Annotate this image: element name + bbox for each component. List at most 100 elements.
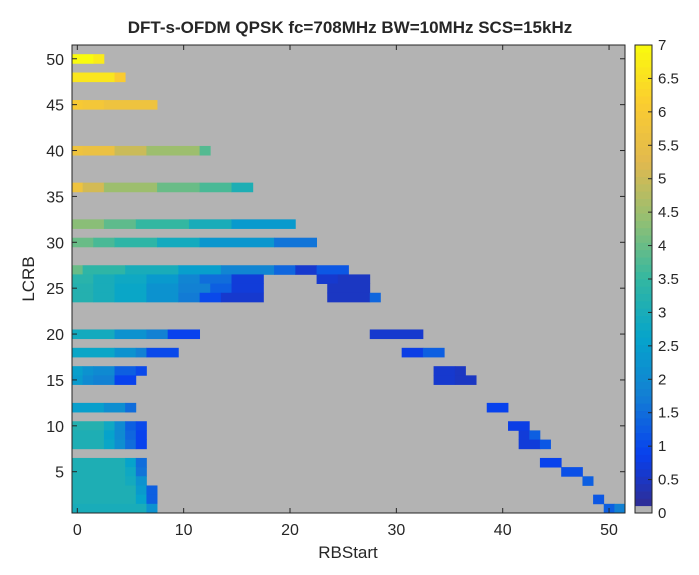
colorbar-segment xyxy=(635,132,652,141)
heatmap-cell xyxy=(231,219,296,229)
heatmap-cell xyxy=(114,145,147,156)
heatmap-cell xyxy=(114,72,126,83)
colorbar-segment xyxy=(635,213,652,221)
colorbar-segment xyxy=(635,491,652,499)
heatmap-cell xyxy=(135,494,147,505)
heatmap-cell xyxy=(82,182,105,193)
colorbar-segment xyxy=(635,191,652,199)
heatmap-cell xyxy=(274,265,296,275)
colorbar-tick-label: 4.5 xyxy=(658,204,679,221)
colorbar-segment xyxy=(635,271,652,280)
heatmap-cell xyxy=(433,366,456,376)
heatmap-cell xyxy=(114,274,147,284)
heatmap-cell xyxy=(518,430,530,440)
colorbar-tick-label: 7 xyxy=(658,37,666,54)
heatmap-cell xyxy=(146,145,201,156)
colorbar-segment xyxy=(635,198,652,207)
heatmap-cell xyxy=(125,421,137,431)
heatmap-cell xyxy=(72,347,115,358)
x-tick-label: 40 xyxy=(494,522,512,539)
heatmap-cell xyxy=(114,283,147,294)
colorbar-segment xyxy=(635,461,652,470)
heatmap-cell xyxy=(135,219,190,229)
colorbar-segment xyxy=(635,439,652,448)
colorbar-segment xyxy=(635,220,652,229)
colorbar-segment xyxy=(635,103,652,112)
heatmap-cell xyxy=(125,402,137,413)
heatmap-cell xyxy=(103,182,158,193)
y-tick-label: 50 xyxy=(46,52,64,69)
colorbar-segment xyxy=(635,205,652,214)
y-axis: 5 10 15 20 25 30 35 40 45 50 xyxy=(46,52,625,482)
heatmap-cell xyxy=(231,283,264,294)
heatmap-cell xyxy=(486,402,509,413)
x-tick-label: 50 xyxy=(600,522,618,539)
heatmap-cell xyxy=(72,430,105,440)
y-axis-label: LCRB xyxy=(19,256,38,301)
heatmap-cell xyxy=(114,421,126,431)
colorbar-segment xyxy=(635,469,652,477)
colorbar-segment xyxy=(635,505,652,514)
heatmap-cell xyxy=(82,375,94,385)
heatmap-cell xyxy=(72,439,105,450)
heatmap-cell xyxy=(125,430,137,440)
heatmap-cell xyxy=(125,476,137,486)
heatmap-cell xyxy=(135,485,147,496)
heatmap-cell xyxy=(539,457,562,468)
heatmap-cell xyxy=(114,430,126,440)
colorbar-segment xyxy=(635,293,652,302)
heatmap-cell xyxy=(72,457,126,468)
heatmap-cell xyxy=(316,274,339,284)
heatmap-cells xyxy=(72,54,626,514)
heatmap-cell xyxy=(72,54,94,64)
heatmap-cell xyxy=(72,329,115,340)
heatmap-cell xyxy=(199,274,232,284)
colorbar-segment xyxy=(635,417,652,426)
colorbar-tick-label: 0 xyxy=(658,505,666,522)
heatmap-cell xyxy=(146,503,158,514)
heatmap-cell xyxy=(614,503,626,514)
heatmap-cell xyxy=(103,100,158,110)
heatmap-cell xyxy=(72,237,94,248)
heatmap-cell xyxy=(210,283,232,294)
colorbar-segment xyxy=(635,330,652,338)
heatmap-cell xyxy=(188,219,232,229)
heatmap-cell xyxy=(93,292,115,303)
heatmap-cell xyxy=(114,329,147,340)
heatmap-cell xyxy=(93,274,115,284)
heatmap-cell xyxy=(114,366,137,376)
colorbar-segment xyxy=(635,176,652,185)
heatmap-cell xyxy=(72,219,105,229)
heatmap-cell xyxy=(220,265,275,275)
colorbar-segment xyxy=(635,81,652,90)
colorbar-segment xyxy=(635,45,652,53)
heatmap-cell xyxy=(199,145,211,156)
heatmap-cell xyxy=(561,467,583,477)
heatmap-cell xyxy=(146,292,179,303)
colorbar-segment xyxy=(635,147,652,156)
heatmap-cell xyxy=(114,375,137,385)
heatmap-cell xyxy=(135,430,147,440)
heatmap-cell xyxy=(582,476,594,486)
heatmap-cell xyxy=(369,329,424,340)
heatmap-cell xyxy=(72,182,84,193)
heatmap-cell xyxy=(220,292,264,303)
x-tick-label: 20 xyxy=(281,522,299,539)
heatmap-cell xyxy=(135,366,147,376)
heatmap-cell xyxy=(93,366,115,376)
colorbar-segment xyxy=(635,344,652,353)
colorbar-tick-label: 2.5 xyxy=(658,338,679,355)
heatmap-cell xyxy=(72,283,94,294)
heatmap-cell xyxy=(316,265,349,275)
heatmap-cell xyxy=(82,100,105,110)
colorbar-segment xyxy=(635,410,652,419)
colorbar-tick-label: 6 xyxy=(658,104,666,121)
heatmap-cell xyxy=(135,457,147,468)
heatmap-cell xyxy=(93,54,105,64)
colorbar-segment xyxy=(635,96,652,104)
colorbar-tick-label: 1.5 xyxy=(658,405,679,422)
chart-title: DFT-s-OFDM QPSK fc=708MHz BW=10MHz SCS=1… xyxy=(128,18,572,37)
heatmap-cell xyxy=(274,237,317,248)
heatmap-cell xyxy=(72,265,84,275)
